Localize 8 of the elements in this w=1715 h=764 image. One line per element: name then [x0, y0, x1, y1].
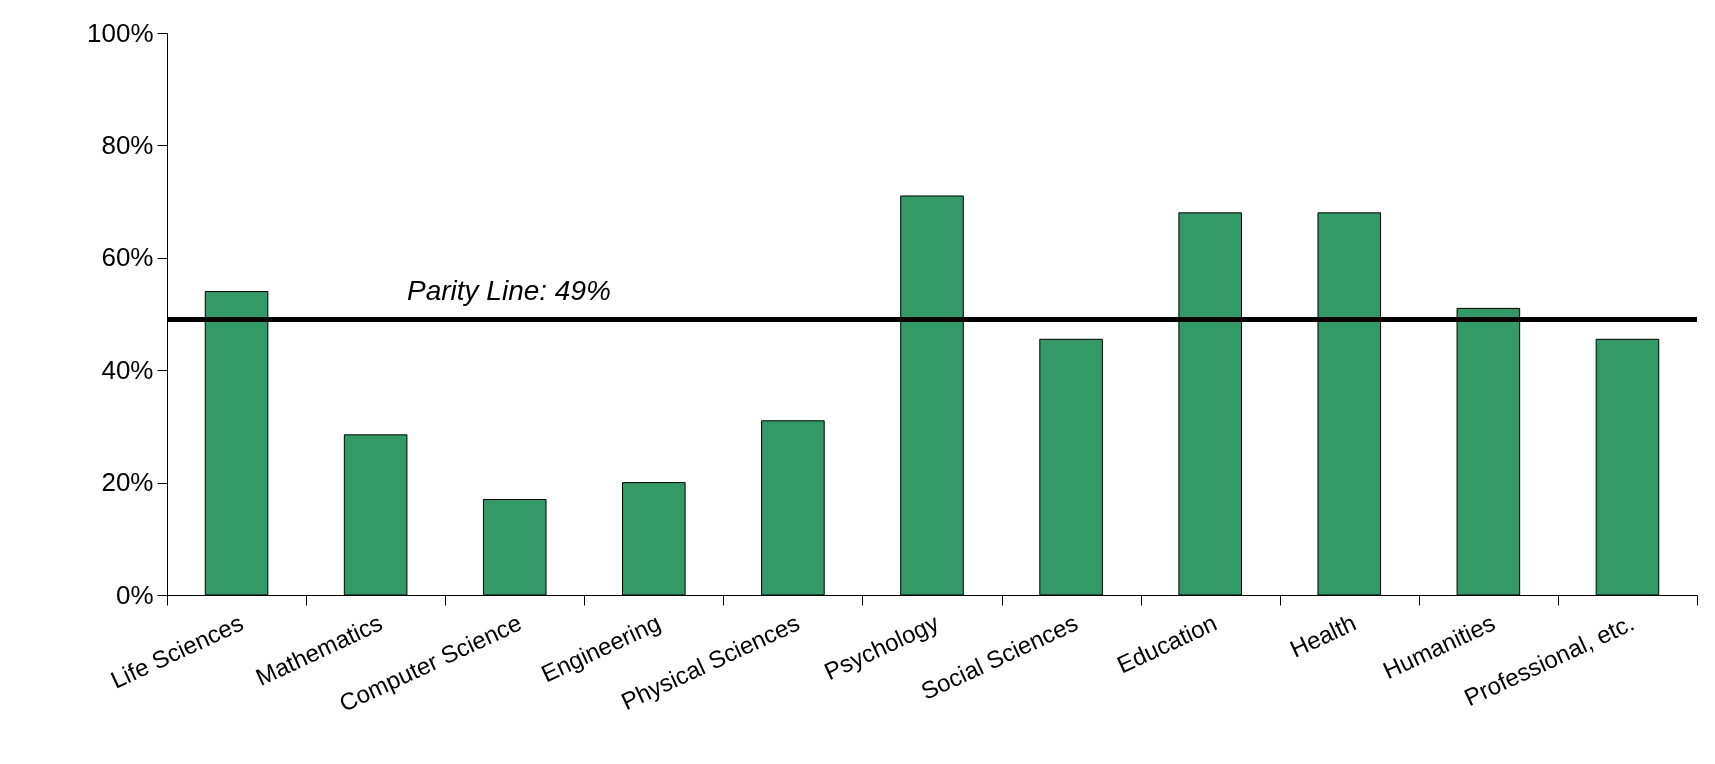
ref-line-label: Parity Line: 49%	[407, 274, 611, 306]
y-tick-label: 80%	[101, 129, 154, 160]
y-tick-label: 20%	[101, 467, 154, 498]
y-tick-label: 0%	[115, 579, 154, 610]
y-tick-label: 40%	[101, 354, 154, 385]
y-tick-label: 60%	[101, 242, 154, 273]
x-tick-label: Health	[1285, 608, 1360, 663]
y-tick-label: 100%	[87, 17, 154, 48]
